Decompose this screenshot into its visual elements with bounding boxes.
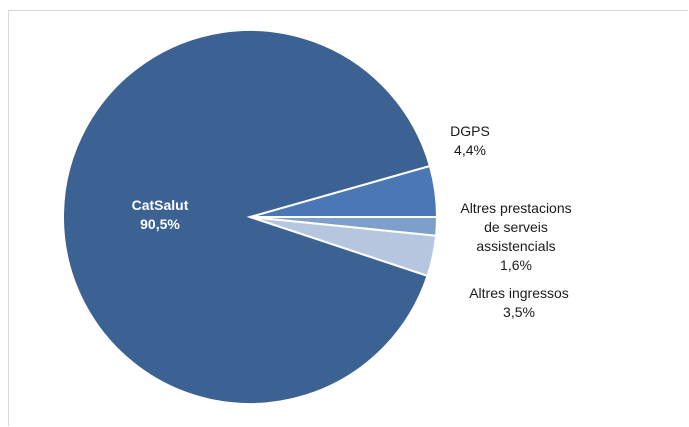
altres-ingressos-value: 3,5% [503,304,535,320]
catsalut-value: 90,5% [140,216,180,232]
slice-label-altres-prestacions: Altres prestacions de serveis assistenci… [446,199,586,275]
chart-frame [8,10,688,426]
dgps-value: 4,4% [454,142,486,158]
altres-prestacions-value: 1,6% [500,257,532,273]
dgps-name: DGPS [450,123,490,139]
slice-label-altres-ingressos: Altres ingressos 3,5% [459,284,579,322]
slice-catsalut [62,29,432,405]
slice-label-catsalut: CatSalut 90,5% [120,196,200,234]
altres-prestacions-line-1: Altres prestacions [460,200,572,216]
catsalut-name: CatSalut [131,197,189,213]
altres-prestacions-line-3: assistencials [476,238,556,254]
altres-prestacions-line-2: de serveis [484,219,548,235]
altres-ingressos-name: Altres ingressos [469,285,569,301]
slice-label-dgps: DGPS 4,4% [440,122,500,160]
